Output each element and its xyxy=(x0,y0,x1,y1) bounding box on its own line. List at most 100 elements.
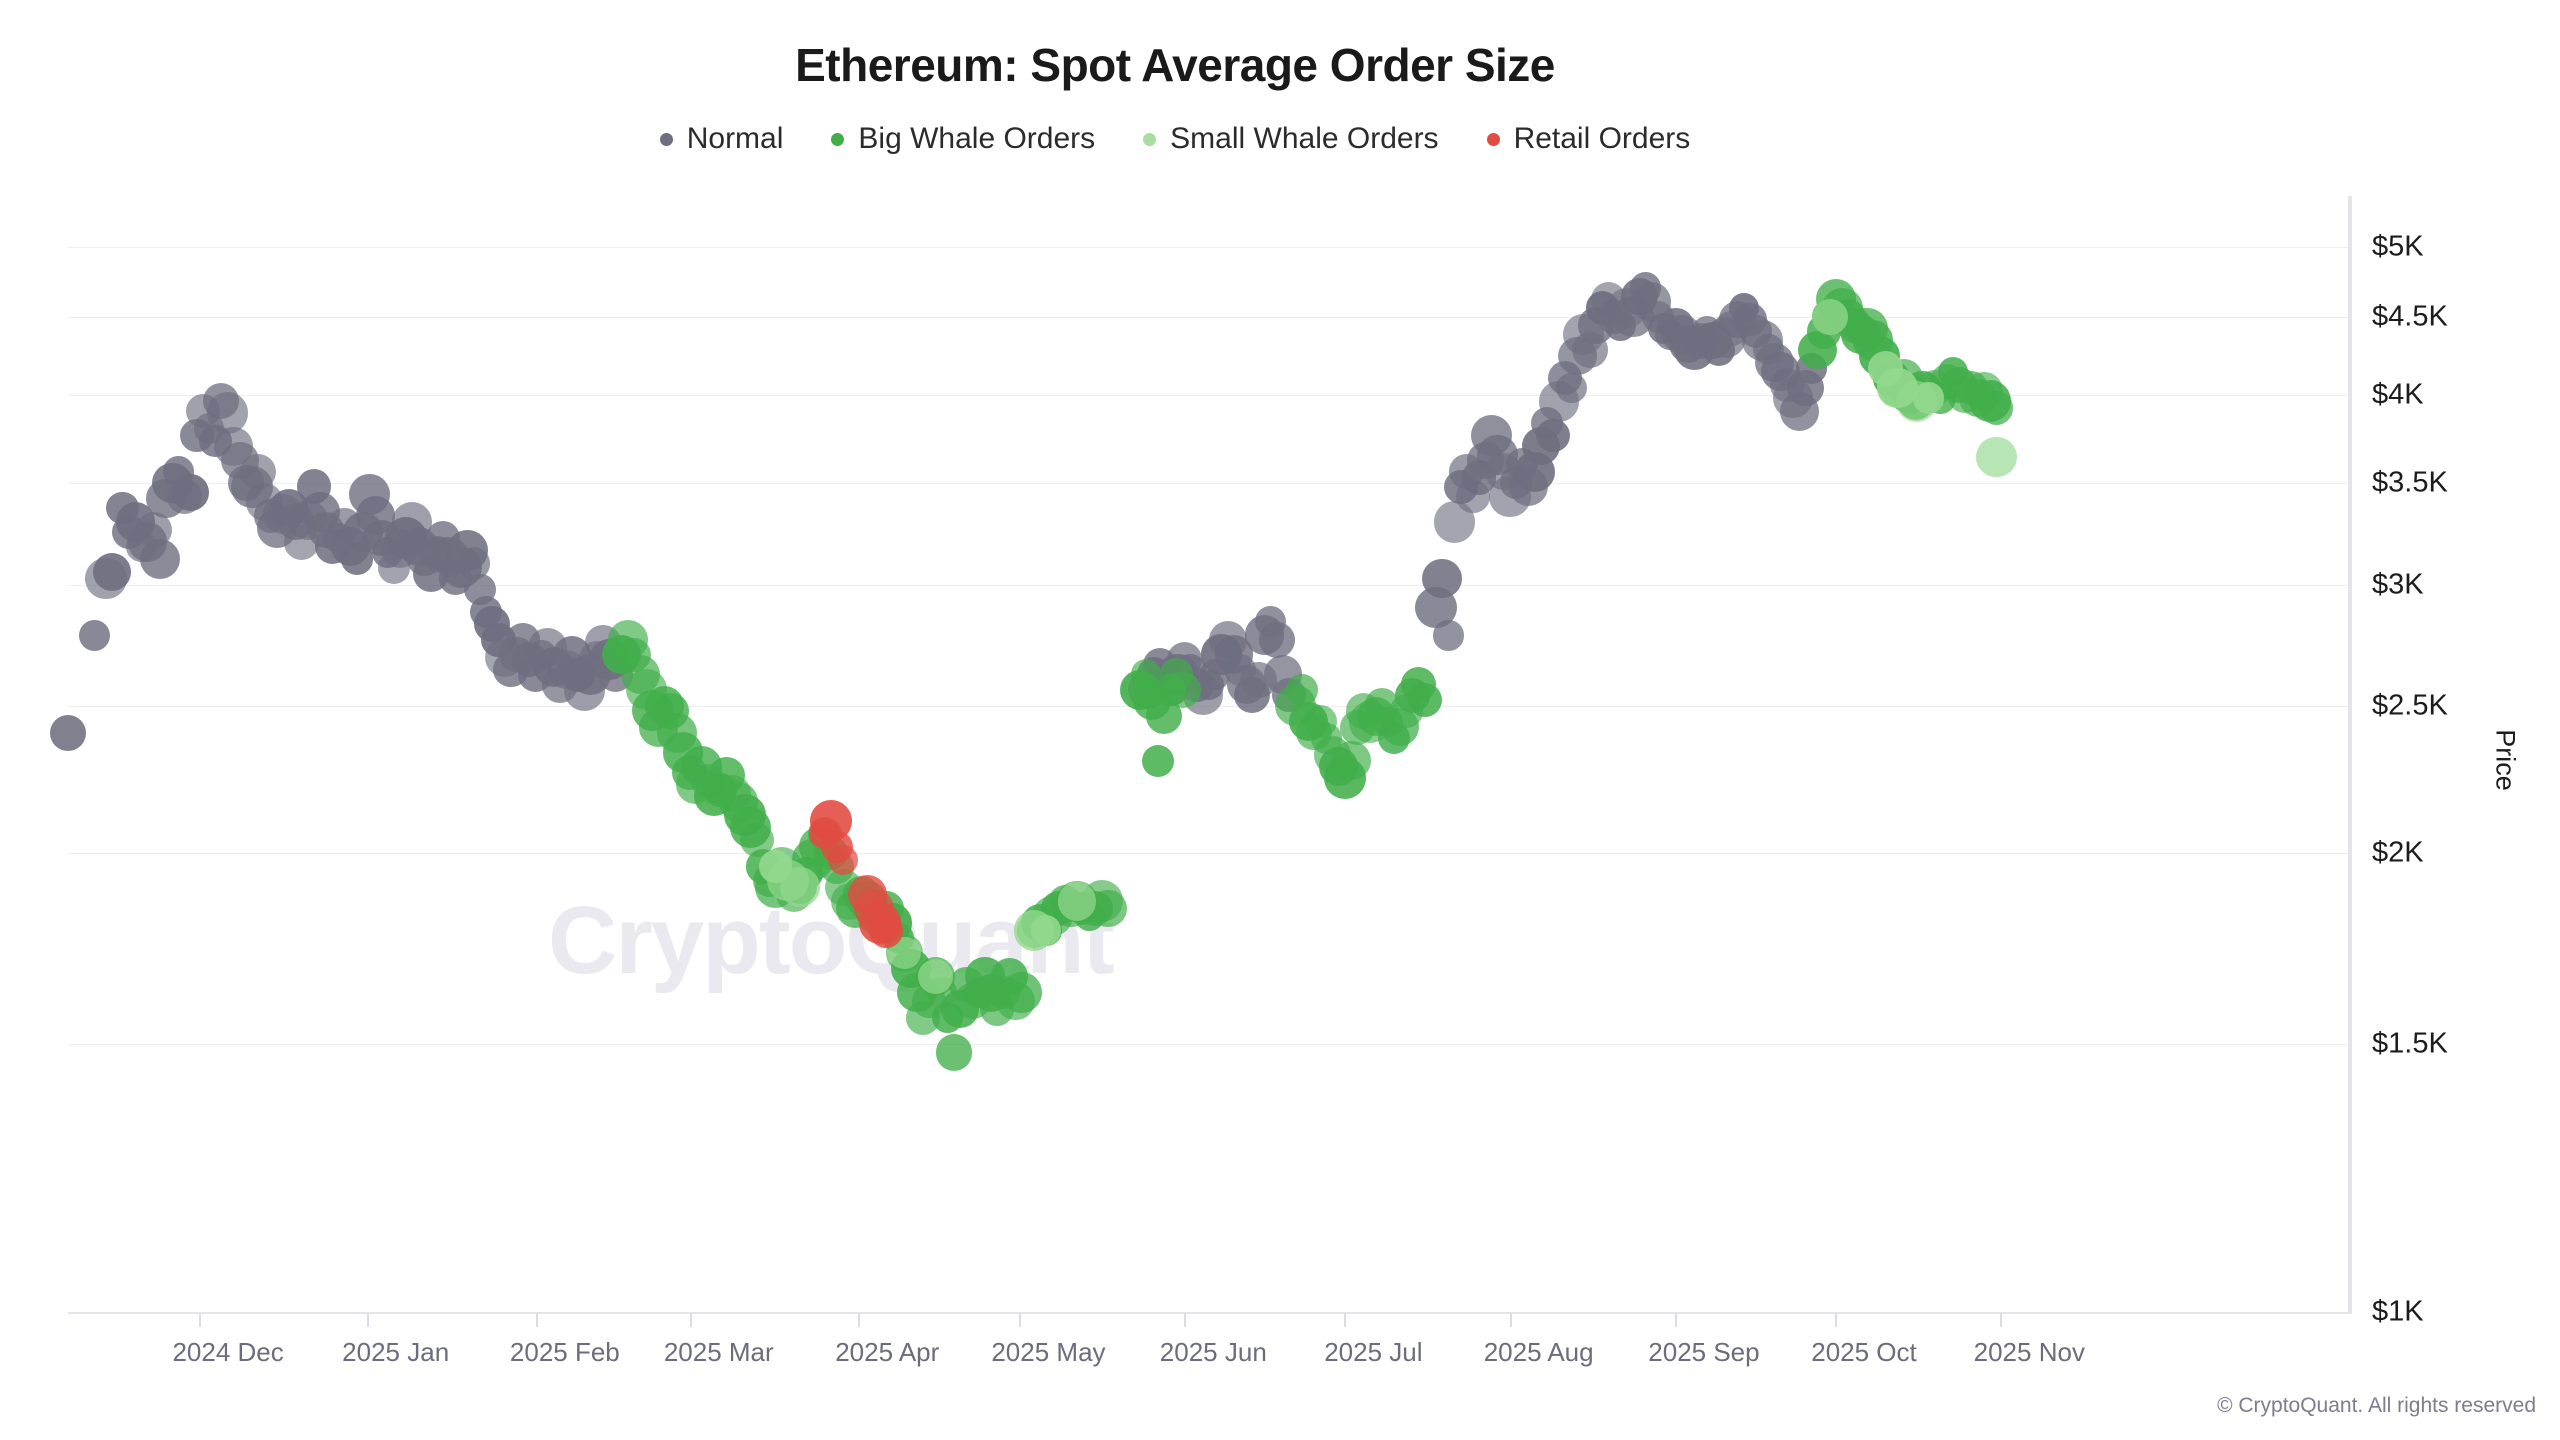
scatter-dot xyxy=(1141,744,1175,777)
chart-legend[interactable]: Normal Big Whale Orders Small Whale Orders… xyxy=(0,122,2350,156)
scatter-dot xyxy=(996,981,1035,1021)
scatter-dot xyxy=(1200,659,1231,690)
scatter-dot xyxy=(1761,352,1801,392)
scatter-dot xyxy=(1032,895,1073,936)
scatter-dot xyxy=(1275,684,1317,727)
scatter-dot xyxy=(1669,324,1708,363)
scatter-dot xyxy=(1938,356,1969,387)
scatter-dot xyxy=(917,959,954,995)
scatter-dot xyxy=(1641,300,1674,333)
scatter-dot xyxy=(1658,307,1694,344)
scatter-dot xyxy=(240,453,277,490)
y-axis-tick-label: $3K xyxy=(2372,568,2424,601)
scatter-dot xyxy=(980,992,1015,1027)
scatter-dot xyxy=(578,641,616,678)
scatter-dot xyxy=(1021,904,1060,942)
scatter-dot xyxy=(864,907,896,939)
scatter-dot xyxy=(385,517,427,559)
scatter-dot xyxy=(542,667,578,703)
x-axis-tick-label: 2025 Mar xyxy=(663,1337,774,1367)
x-axis-tick xyxy=(2000,1313,2003,1327)
scatter-dot xyxy=(1088,889,1127,928)
scatter-dot xyxy=(1840,314,1881,355)
scatter-dot xyxy=(652,692,690,730)
scatter-dot xyxy=(780,867,820,908)
scatter-dot xyxy=(1773,378,1813,418)
scatter-dot xyxy=(283,524,320,560)
scatter-dot xyxy=(1258,622,1295,659)
scatter-dot xyxy=(1812,298,1848,335)
scatter-dot xyxy=(314,528,350,564)
scatter-dot xyxy=(1884,358,1924,398)
scatter-dot xyxy=(1673,329,1716,371)
scatter-dot xyxy=(228,465,264,501)
scatter-dot xyxy=(1313,736,1352,774)
scatter-dot xyxy=(1031,915,1062,946)
scatter-dot xyxy=(1240,661,1277,698)
scatter-dot xyxy=(1878,369,1917,407)
gridline xyxy=(68,1043,2348,1045)
scatter-dot xyxy=(1704,317,1746,359)
y-axis-tick-label: $1.5K xyxy=(2372,1027,2448,1060)
scatter-dot xyxy=(563,669,606,711)
x-axis-tick xyxy=(366,1313,369,1327)
legend-swatch-icon xyxy=(659,132,673,146)
scatter-dot xyxy=(1381,708,1420,747)
scatter-dot xyxy=(1815,279,1857,320)
scatter-dot xyxy=(739,823,775,858)
scatter-dot xyxy=(1067,892,1100,925)
scatter-dot xyxy=(941,990,980,1029)
scatter-dot xyxy=(111,514,147,550)
scatter-dot xyxy=(1348,700,1391,743)
scatter-dot xyxy=(1164,672,1201,708)
scatter-dot xyxy=(1466,442,1504,480)
legend-item[interactable]: Retail Orders xyxy=(1486,122,1690,156)
scatter-dot xyxy=(935,1034,973,1071)
scatter-dot xyxy=(1130,659,1161,690)
scatter-dot xyxy=(585,624,622,661)
gridline xyxy=(68,246,2348,248)
scatter-dot xyxy=(1556,372,1587,404)
gridline xyxy=(68,482,2348,484)
scatter-dot xyxy=(511,641,547,678)
scatter-dot xyxy=(1548,361,1583,396)
scatter-dot xyxy=(1852,320,1894,361)
scatter-dot xyxy=(906,1000,941,1035)
scatter-dot xyxy=(1925,382,1957,414)
scatter-dot xyxy=(162,456,195,488)
scatter-dot xyxy=(854,888,894,929)
x-axis-tick xyxy=(1674,1313,1677,1327)
scatter-dot xyxy=(986,976,1020,1010)
legend-item[interactable]: Normal xyxy=(659,122,783,156)
scatter-dot xyxy=(1433,620,1464,651)
scatter-dot xyxy=(1001,972,1043,1014)
scatter-dot xyxy=(1389,694,1424,728)
scatter-dot xyxy=(761,846,802,887)
scatter-dot xyxy=(1870,353,1901,384)
scatter-dot xyxy=(639,707,678,747)
scatter-dot xyxy=(193,413,225,444)
legend-item[interactable]: Small Whale Orders xyxy=(1143,122,1439,156)
scatter-dot xyxy=(1136,657,1171,692)
scatter-dot xyxy=(830,882,868,920)
scatter-dot xyxy=(963,977,994,1008)
scatter-dot xyxy=(392,501,433,542)
scatter-dot xyxy=(1538,380,1580,422)
scatter-dot xyxy=(492,651,529,688)
scatter-dot xyxy=(1303,705,1338,739)
scatter-dot xyxy=(1836,307,1873,344)
scatter-dot xyxy=(847,881,888,922)
scatter-dot xyxy=(1913,382,1944,414)
scatter-dot xyxy=(886,934,924,972)
scatter-dot xyxy=(680,745,723,788)
scatter-dot xyxy=(214,426,254,466)
scatter-dot xyxy=(1356,697,1396,736)
scatter-dot xyxy=(245,483,284,521)
x-axis-tick xyxy=(689,1313,692,1327)
legend-item[interactable]: Big Whale Orders xyxy=(831,122,1095,156)
scatter-dot xyxy=(1572,331,1608,368)
scatter-dot xyxy=(485,637,525,677)
scatter-dot xyxy=(85,557,127,600)
x-axis-tick xyxy=(1835,1313,1837,1327)
scatter-dot xyxy=(1812,299,1848,335)
